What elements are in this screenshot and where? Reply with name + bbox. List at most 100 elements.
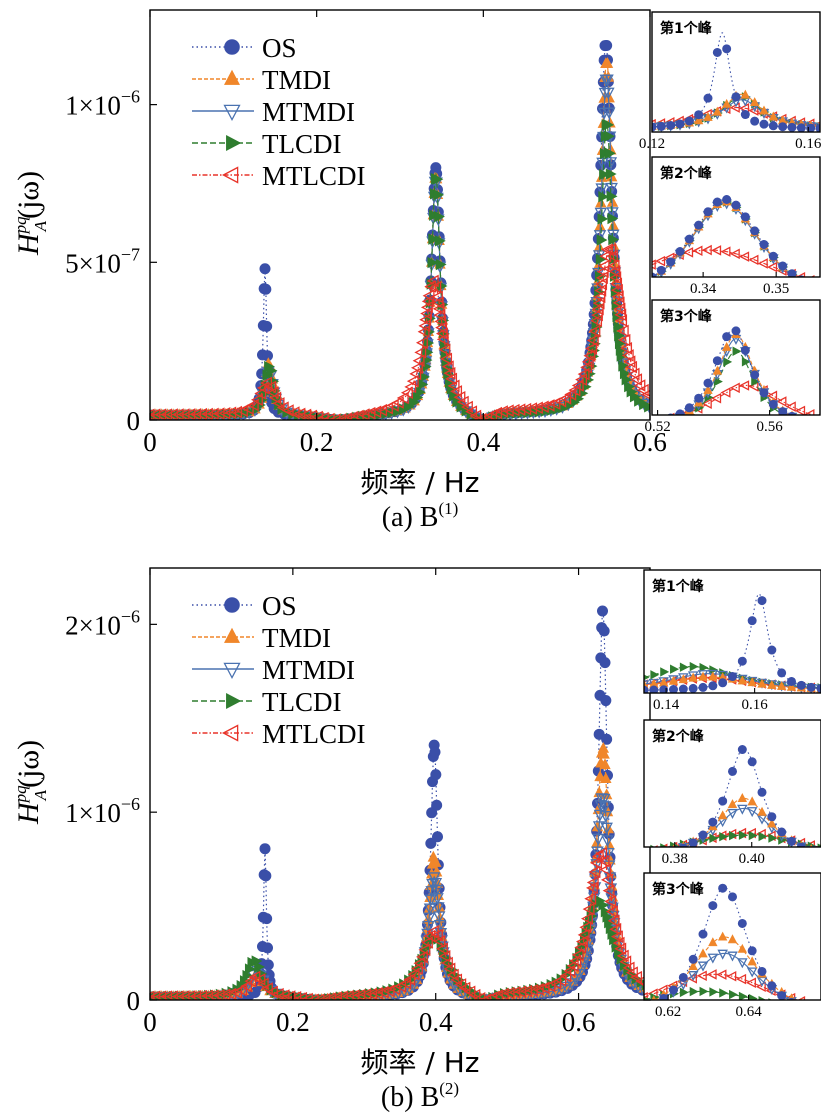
data-point	[707, 953, 719, 964]
series-group	[150, 605, 650, 1000]
series-line	[150, 120, 650, 420]
data-point	[322, 412, 335, 420]
data-point	[370, 986, 383, 1000]
data-point	[596, 265, 609, 279]
data-point	[640, 389, 650, 400]
data-point	[699, 662, 709, 673]
data-point	[737, 656, 747, 666]
series-line	[150, 40, 650, 420]
data-point	[721, 341, 732, 351]
data-point	[591, 302, 604, 316]
data-point	[622, 961, 635, 975]
data-point	[718, 796, 728, 806]
data-point	[594, 207, 608, 220]
panel-b: 0 0.2 0.4 0.6 0 1×10−6 2×10−6 HpqA(jω) 频率 / Hz(b…	[11, 567, 651, 1113]
data-point	[218, 988, 231, 1000]
data-point	[688, 683, 698, 693]
data-point	[425, 837, 437, 849]
data-point	[599, 249, 612, 263]
data-point	[195, 407, 208, 420]
data-point	[694, 110, 704, 120]
data-point	[571, 948, 584, 962]
data-point	[668, 985, 678, 995]
data-point	[299, 408, 312, 420]
inset-series-os	[678, 745, 806, 847]
data-point	[604, 147, 616, 160]
data-point	[226, 693, 242, 709]
data-point	[707, 669, 719, 680]
data-point	[746, 807, 758, 818]
data-point	[768, 251, 778, 261]
data-point	[688, 954, 698, 964]
data-point	[699, 986, 709, 997]
data-point	[427, 256, 439, 269]
x-axis-label: 频率 / Hz	[361, 466, 480, 499]
data-point	[600, 772, 612, 784]
inset-frame	[651, 156, 821, 278]
data-point	[601, 39, 613, 51]
data-point	[414, 346, 427, 359]
inset-series-os	[659, 883, 796, 1000]
data-point	[787, 411, 797, 415]
data-point	[610, 283, 623, 297]
data-point	[727, 934, 738, 944]
inset-background	[652, 300, 820, 415]
x-tick-label: 0.6	[633, 427, 667, 457]
data-point	[688, 672, 698, 682]
data-point	[420, 301, 433, 314]
inset-x-tick-label: 0.64	[735, 1004, 762, 1020]
data-point	[435, 942, 448, 956]
data-point	[412, 354, 425, 367]
data-point	[697, 961, 709, 972]
data-point	[427, 872, 441, 885]
data-point	[703, 111, 713, 121]
data-point	[261, 320, 273, 332]
data-point	[596, 605, 608, 617]
inset-title: 第1个峰	[660, 20, 713, 37]
legend-label: MTLCDI	[262, 719, 366, 749]
data-point	[698, 948, 708, 958]
legend-label: TMDI	[262, 623, 331, 653]
data-point	[722, 332, 732, 342]
legend-item-mtlcdi: MTLCDI	[192, 719, 366, 749]
data-point	[240, 979, 253, 993]
data-point	[666, 121, 676, 131]
data-point	[670, 664, 679, 674]
inset-series-os	[644, 593, 821, 693]
data-point	[330, 991, 343, 1000]
data-point	[419, 313, 432, 327]
data-point	[656, 121, 666, 131]
data-point	[189, 989, 202, 1000]
data-point	[652, 122, 657, 132]
data-point	[696, 970, 707, 982]
data-point	[678, 843, 688, 847]
data-point	[607, 212, 619, 225]
inset-title: 第2个峰	[652, 728, 705, 745]
data-point	[644, 996, 650, 1000]
data-point	[426, 274, 439, 288]
data-point	[737, 804, 748, 815]
data-point	[293, 407, 306, 420]
data-point	[171, 408, 184, 420]
data-point	[806, 123, 816, 132]
data-point	[261, 913, 273, 925]
data-point	[160, 408, 173, 420]
data-point	[717, 810, 728, 820]
data-point	[580, 360, 593, 374]
data-point	[727, 799, 738, 809]
data-point	[600, 873, 613, 887]
data-point	[221, 724, 239, 742]
plot-frame	[149, 567, 651, 1001]
data-point	[502, 986, 515, 1000]
x-tick-label: 0.4	[419, 1007, 453, 1037]
data-point	[260, 283, 272, 295]
data-point	[616, 324, 629, 338]
data-point	[592, 833, 605, 846]
data-point	[400, 386, 413, 400]
data-point	[438, 343, 451, 357]
data-point	[446, 968, 459, 982]
data-point	[729, 382, 740, 394]
data-point	[160, 990, 173, 1000]
data-point	[740, 110, 750, 120]
